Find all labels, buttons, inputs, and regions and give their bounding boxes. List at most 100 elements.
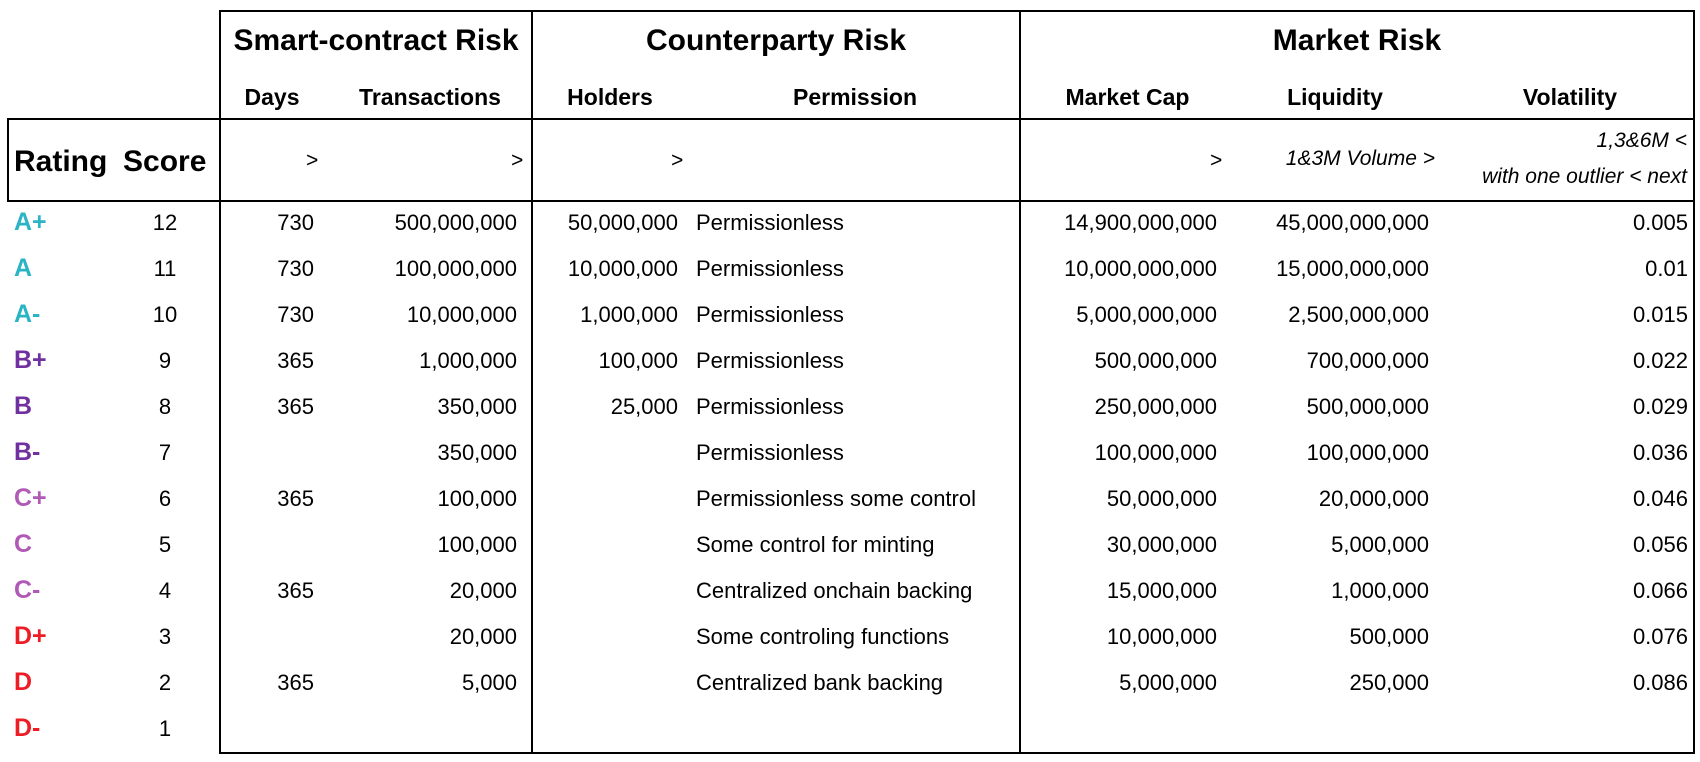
holders-cell: 100,000 — [598, 348, 678, 373]
liquidity-cell: 700,000,000 — [1306, 348, 1429, 373]
column-divider-1 — [219, 10, 221, 754]
rating-cell: B — [14, 392, 33, 420]
market-cap-cell: 500,000,000 — [1094, 348, 1217, 373]
volatility-cell: 0.056 — [1632, 532, 1688, 557]
market-cap-threshold: > — [1209, 149, 1222, 172]
table-border-right — [1693, 10, 1695, 754]
score-cell: 9 — [158, 348, 172, 373]
rating-cell: D — [14, 668, 33, 696]
permission-cell: Permissionless — [696, 210, 844, 235]
rating-cell: C- — [14, 576, 41, 604]
liquidity-cell: 20,000,000 — [1318, 486, 1429, 511]
volatility-cell: 0.066 — [1632, 578, 1688, 603]
table-border-bottom — [219, 752, 1695, 754]
market-cap-cell: 30,000,000 — [1106, 532, 1217, 557]
market-cap-cell: 15,000,000 — [1106, 578, 1217, 603]
holders-cell: 10,000,000 — [567, 256, 678, 281]
permission-cell: Some controling functions — [696, 624, 950, 649]
transactions-cell: 100,000 — [437, 532, 517, 557]
volatility-threshold-line-1: 1,3&6M < — [1596, 129, 1687, 152]
market-cap-cell: 50,000,000 — [1106, 486, 1217, 511]
holders-header: Holders — [567, 84, 653, 110]
transactions-cell: 5,000 — [461, 670, 517, 695]
market-cap-header: Market Cap — [1065, 84, 1190, 110]
counterparty-risk-header: Counterparty Risk — [645, 24, 907, 57]
body-divider — [7, 200, 1695, 202]
score-cell: 1 — [158, 716, 172, 741]
transactions-header: Transactions — [359, 84, 501, 110]
market-cap-cell: 5,000,000 — [1119, 670, 1217, 695]
days-cell: 365 — [277, 670, 314, 695]
volatility-header: Volatility — [1522, 84, 1618, 110]
days-cell: 365 — [277, 348, 314, 373]
liquidity-cell: 1,000,000 — [1331, 578, 1429, 603]
rating-cell: C — [14, 530, 33, 558]
holders-cell: 50,000,000 — [567, 210, 678, 235]
holders-cell: 1,000,000 — [580, 302, 678, 327]
transactions-cell: 100,000 — [437, 486, 517, 511]
days-header: Days — [244, 84, 300, 110]
liquidity-cell: 45,000,000,000 — [1276, 210, 1429, 235]
days-cell: 365 — [277, 486, 314, 511]
score-cell: 6 — [158, 486, 172, 511]
rating-cell: D+ — [14, 622, 47, 650]
rating-cell: A- — [14, 300, 41, 328]
permission-cell: Permissionless — [696, 256, 844, 281]
column-divider-3 — [1019, 10, 1021, 754]
holders-threshold: > — [670, 149, 683, 172]
score-cell: 3 — [158, 624, 172, 649]
transactions-cell: 350,000 — [437, 394, 517, 419]
transactions-cell: 500,000,000 — [394, 210, 517, 235]
score-cell: 2 — [158, 670, 172, 695]
days-cell: 365 — [277, 394, 314, 419]
transactions-cell: 20,000 — [449, 624, 517, 649]
volatility-cell: 0.01 — [1645, 256, 1688, 281]
market-cap-cell: 5,000,000,000 — [1076, 302, 1217, 327]
days-cell: 365 — [277, 578, 314, 603]
smart-contract-risk-header: Smart-contract Risk — [233, 24, 519, 57]
market-cap-cell: 100,000,000 — [1094, 440, 1217, 465]
volatility-cell: 0.046 — [1632, 486, 1688, 511]
permission-header: Permission — [793, 84, 917, 110]
days-threshold: > — [305, 149, 318, 172]
rating-cell: D- — [14, 714, 41, 742]
volatility-cell: 0.076 — [1632, 624, 1688, 649]
rating-header: Rating — [14, 145, 108, 178]
liquidity-cell: 5,000,000 — [1331, 532, 1429, 557]
transactions-cell: 20,000 — [449, 578, 517, 603]
days-cell: 730 — [277, 210, 314, 235]
rating-cell: B- — [14, 438, 41, 466]
market-cap-cell: 10,000,000 — [1106, 624, 1217, 649]
score-cell: 7 — [158, 440, 172, 465]
market-cap-cell: 14,900,000,000 — [1064, 210, 1217, 235]
permission-cell: Permissionless — [696, 302, 844, 327]
liquidity-cell: 500,000,000 — [1306, 394, 1429, 419]
volatility-cell: 0.022 — [1632, 348, 1688, 373]
market-cap-cell: 10,000,000,000 — [1064, 256, 1217, 281]
permission-cell: Permissionless — [696, 394, 844, 419]
permission-cell: Permissionless some control — [696, 486, 976, 511]
holders-cell: 25,000 — [610, 394, 678, 419]
liquidity-header: Liquidity — [1287, 84, 1383, 110]
volatility-cell: 0.029 — [1632, 394, 1688, 419]
table-border-left — [7, 118, 9, 202]
liquidity-cell: 250,000 — [1349, 670, 1429, 695]
permission-cell: Some control for minting — [696, 532, 935, 557]
rating-cell: A+ — [14, 208, 47, 236]
liquidity-cell: 100,000,000 — [1306, 440, 1429, 465]
days-cell: 730 — [277, 302, 314, 327]
transactions-cell: 1,000,000 — [419, 348, 517, 373]
liquidity-cell: 500,000 — [1349, 624, 1429, 649]
transactions-cell: 350,000 — [437, 440, 517, 465]
score-cell: 8 — [158, 394, 172, 419]
permission-cell: Centralized onchain backing — [696, 578, 973, 603]
score-cell: 11 — [153, 256, 177, 281]
transactions-threshold: > — [510, 149, 523, 172]
score-cell: 10 — [152, 302, 178, 327]
score-header: Score — [123, 145, 207, 178]
rating-cell: A — [14, 254, 33, 282]
volatility-cell: 0.036 — [1632, 440, 1688, 465]
transactions-cell: 100,000,000 — [394, 256, 517, 281]
score-cell: 4 — [158, 578, 172, 603]
